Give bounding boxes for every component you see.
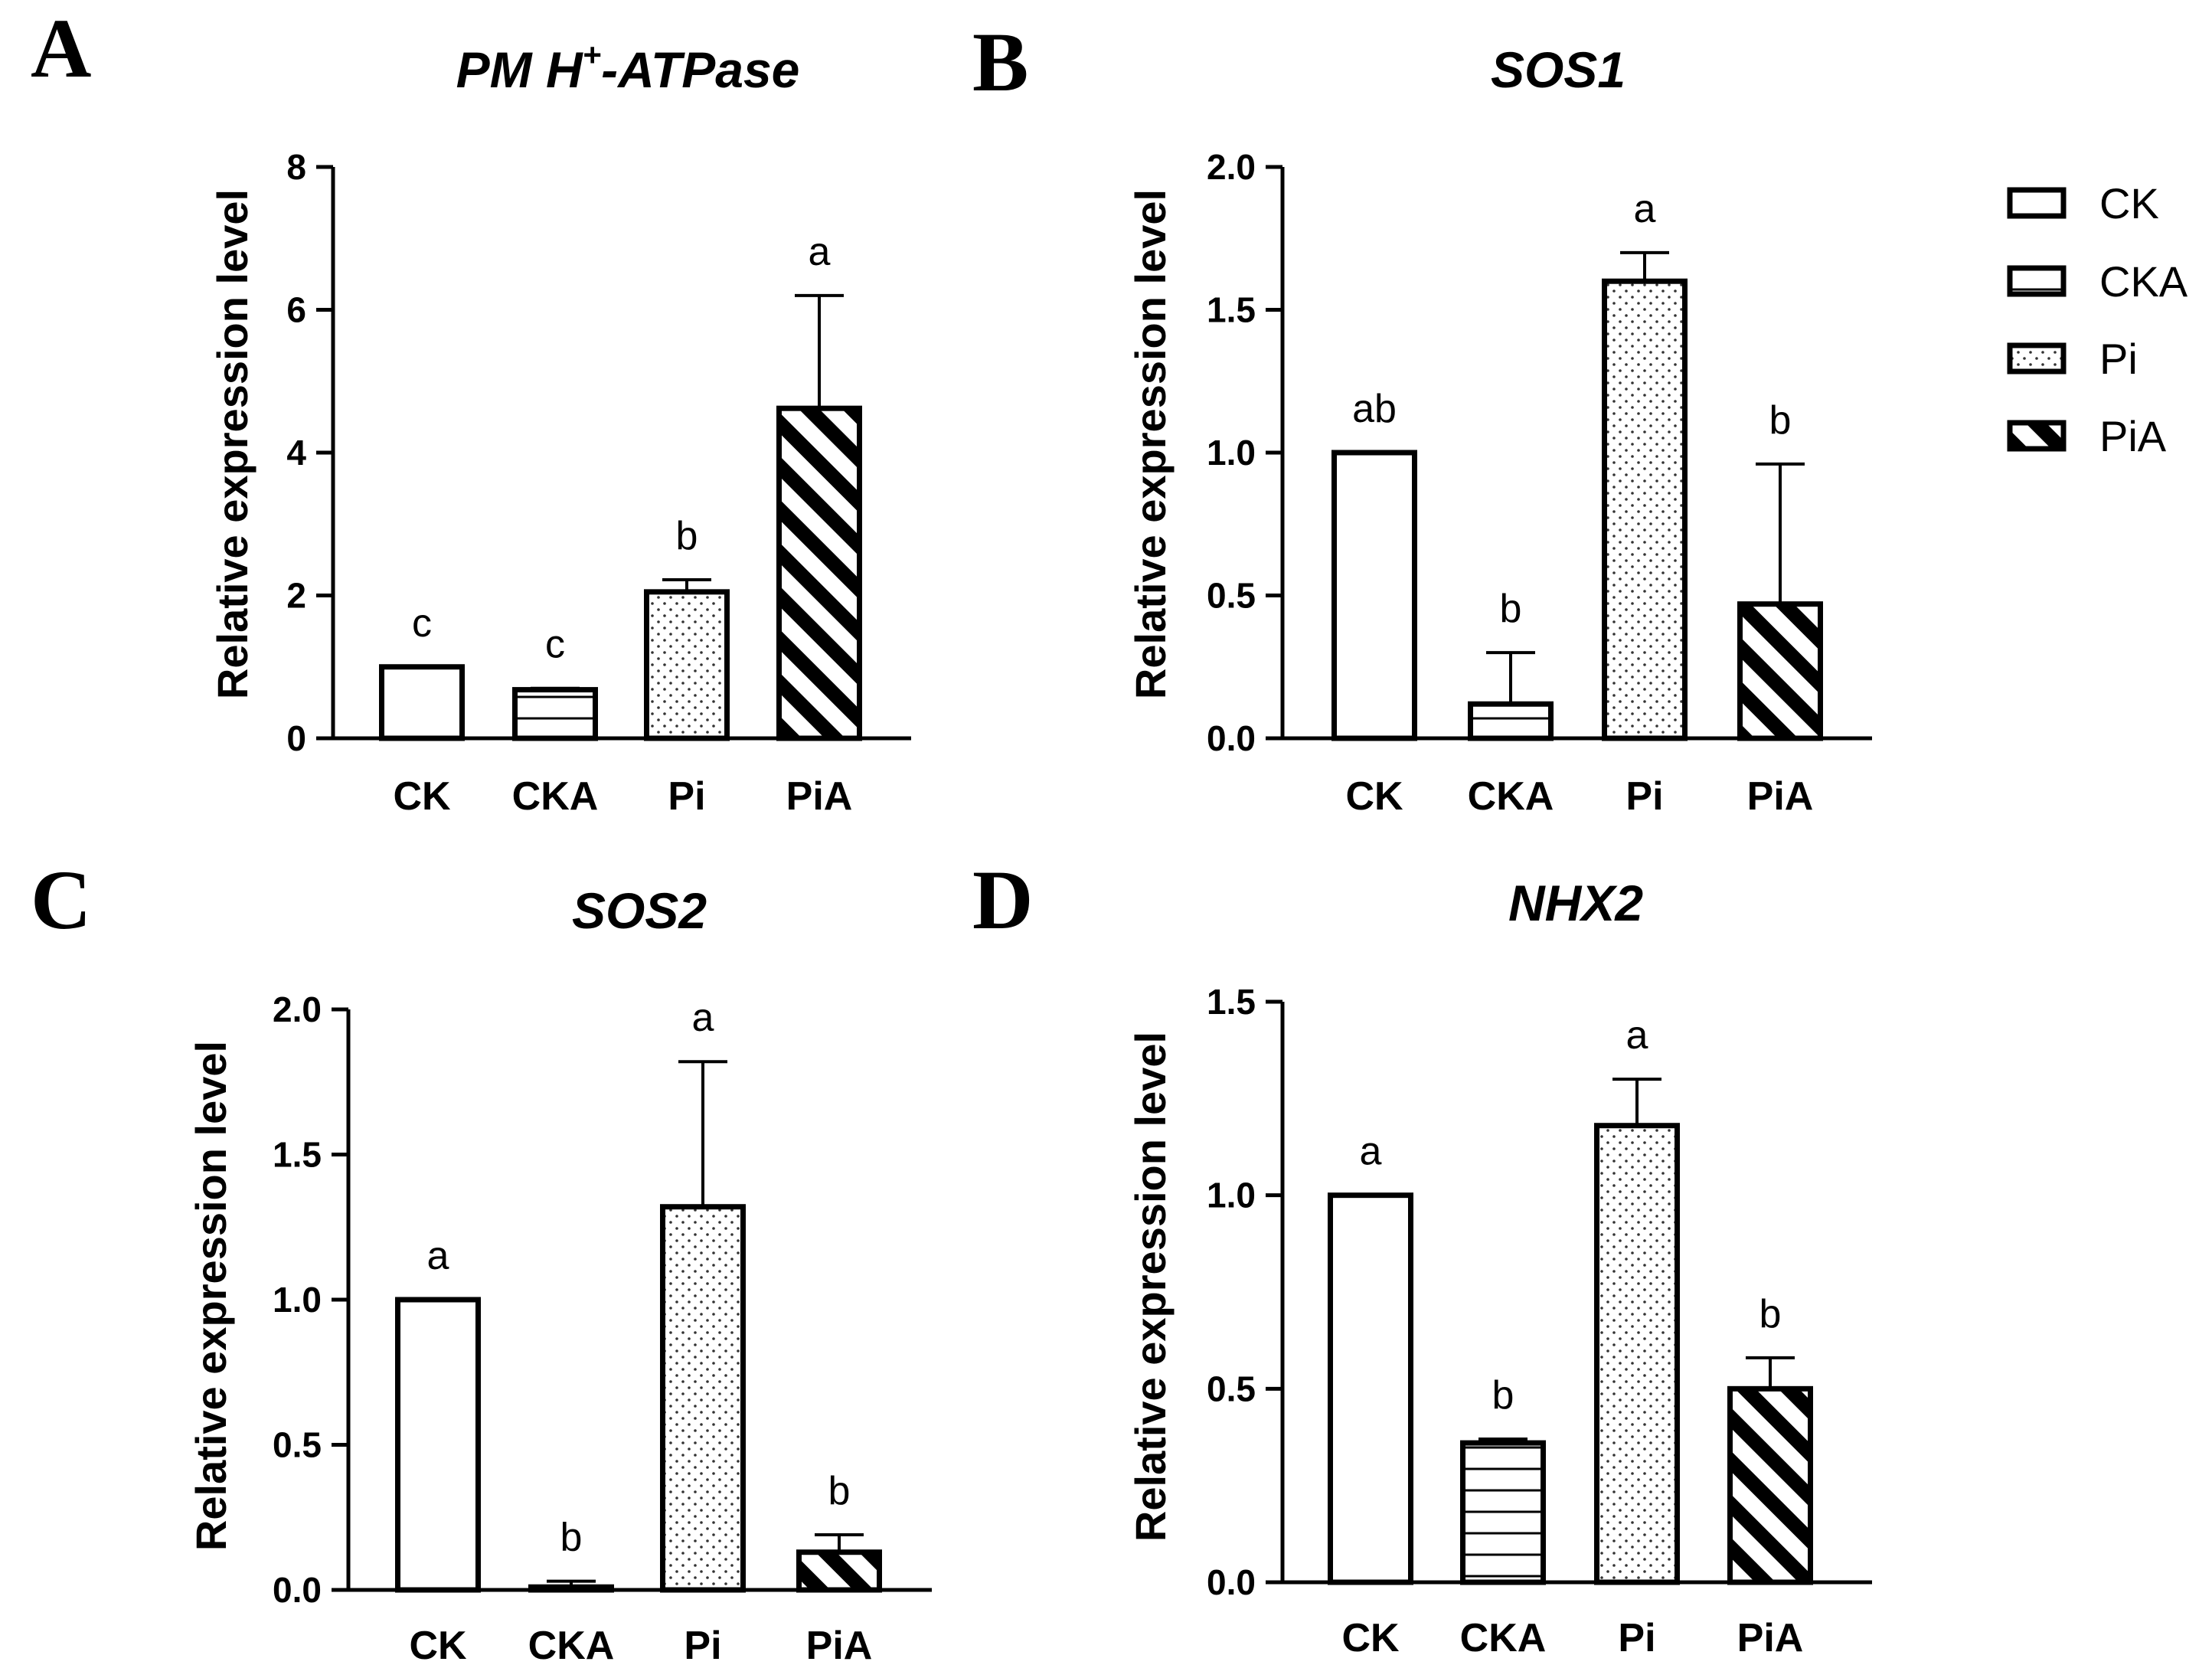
- panel-letter-a: A: [31, 2, 91, 95]
- panel-c-sig-label-ck: a: [427, 1234, 449, 1278]
- panel-b-sig-label-cka: b: [1500, 587, 1522, 631]
- panel-b-bar-pi: [1602, 278, 1688, 741]
- panel-b-sig-label-pi: a: [1634, 187, 1656, 231]
- legend-label-cka: CKA: [2099, 257, 2188, 306]
- panel-c-xtick-pia: PiA: [806, 1624, 873, 1668]
- panel-a-ytick-label: 6: [286, 290, 306, 330]
- panel-b-sig-label-pia: b: [1769, 398, 1792, 443]
- panel-a-bar-cka: [512, 687, 598, 741]
- legend-label-pi: Pi: [2099, 335, 2138, 383]
- panel-a-sig-label-ck: c: [412, 601, 432, 646]
- panel-a-ylabel: Relative expression level: [208, 189, 256, 699]
- chart-panel-c: 0.0 0.5 1.0 1.5 2.0 CK a CKA b Pi a PiA b: [273, 989, 932, 1668]
- panel-d-ylabel: Relative expression level: [1126, 1032, 1175, 1542]
- panel-c-xtick-ck: CK: [409, 1624, 467, 1668]
- panel-c-xtick-cka: CKA: [528, 1624, 615, 1668]
- panel-b-ytick-label: 0.5: [1207, 576, 1256, 616]
- chart-panel-a: 0 2 4 6 8 CK c CKA c Pi b PiA a: [286, 147, 911, 819]
- panel-d-sig-label-pi: a: [1626, 1013, 1648, 1058]
- panel-b-ytick-label: 1.0: [1207, 433, 1256, 473]
- panel-b-ylabel: Relative expression level: [1126, 189, 1175, 699]
- panel-b-xtick-cka: CKA: [1468, 774, 1554, 819]
- panel-letter-d: D: [972, 853, 1033, 947]
- panel-c-ylabel: Relative expression level: [187, 1041, 235, 1551]
- panel-a-sig-label-pia: a: [809, 230, 831, 274]
- panel-a-xtick-pia: PiA: [786, 774, 853, 819]
- panel-d-ytick-label: 0.5: [1207, 1369, 1256, 1408]
- panel-b-bar-cka: [1468, 701, 1554, 741]
- panel-d-ytick-label: 0.0: [1207, 1562, 1256, 1602]
- panel-d-sig-label-pia: b: [1759, 1292, 1782, 1336]
- chart-panel-b: 0.0 0.5 1.0 1.5 2.0 CK ab CKA b Pi a PiA b: [1207, 147, 1872, 819]
- legend-swatch-pia: [2007, 420, 2067, 452]
- panel-d-xtick-cka: CKA: [1460, 1616, 1547, 1660]
- panel-d-title: NHX2: [1508, 875, 1643, 931]
- panel-a-ytick-label: 0: [286, 718, 306, 758]
- panel-c-sig-label-cka: b: [560, 1516, 583, 1560]
- panel-b-ytick-label: 2.0: [1207, 147, 1256, 187]
- legend-item-pia: PiA: [2007, 412, 2167, 460]
- legend-item-cka: CKA: [2007, 257, 2188, 306]
- panel-d-ytick-label: 1.0: [1207, 1176, 1256, 1215]
- panel-c-title: SOS2: [572, 882, 707, 939]
- panel-c-bar-cka: [528, 1584, 614, 1593]
- panel-d-xtick-pi: Pi: [1618, 1616, 1655, 1660]
- panel-a-xtick-cka: CKA: [512, 774, 599, 819]
- legend: CK CKA Pi PiA: [2007, 179, 2188, 460]
- panel-d-bar-pi: [1594, 1123, 1680, 1585]
- panel-d-sig-label-ck: a: [1360, 1130, 1382, 1174]
- panel-c-sig-label-pi: a: [692, 996, 714, 1040]
- legend-swatch-cka: [2007, 265, 2067, 297]
- panel-a-ytick-label: 2: [286, 576, 306, 616]
- panel-b-sig-label-ck: ab: [1352, 387, 1397, 431]
- panel-letter-c: C: [31, 853, 91, 947]
- panel-a-xtick-pi: Pi: [668, 774, 705, 819]
- panel-letter-b: B: [972, 15, 1028, 109]
- panel-a-ytick-label: 8: [286, 147, 306, 187]
- panel-d-bar-pia: [1727, 1385, 1813, 1585]
- legend-item-pi: Pi: [2007, 335, 2138, 383]
- panel-d-bar-cka: [1460, 1440, 1546, 1585]
- panel-d-ytick-label: 1.5: [1207, 982, 1256, 1022]
- panel-a-bar-ck: [379, 664, 465, 741]
- panel-c-sig-label-pia: b: [828, 1469, 851, 1513]
- legend-swatch-pi: [2007, 342, 2067, 375]
- panel-d-bar-ck: [1328, 1192, 1413, 1585]
- panel-c-ytick-label: 1.5: [273, 1135, 322, 1175]
- panel-c-bar-pi: [660, 1204, 746, 1593]
- panel-a-sig-label-pi: b: [676, 514, 698, 558]
- panel-c-bar-pia: [796, 1549, 882, 1593]
- panel-d-xtick-ck: CK: [1341, 1616, 1400, 1660]
- panel-a-bar-pia: [776, 405, 862, 741]
- panel-c-ytick-label: 2.0: [273, 989, 322, 1029]
- panel-a-ytick-label: 4: [286, 433, 306, 473]
- panel-b-ytick-label: 0.0: [1207, 718, 1256, 758]
- panel-b-xtick-pia: PiA: [1747, 774, 1814, 819]
- panel-a-bar-pi: [644, 589, 730, 741]
- panel-b-bar-pia: [1737, 601, 1823, 741]
- panel-c-ytick-label: 0.0: [273, 1570, 322, 1610]
- panel-c-ytick-label: 1.0: [273, 1280, 322, 1320]
- panel-a-sig-label-cka: c: [545, 623, 565, 667]
- panel-b-ytick-label: 1.5: [1207, 290, 1256, 330]
- panel-a-xtick-ck: CK: [393, 774, 451, 819]
- panel-b-title: SOS1: [1491, 41, 1626, 98]
- panel-b-bar-ck: [1331, 450, 1417, 741]
- legend-label-ck: CK: [2099, 179, 2159, 227]
- chart-panel-d: 0.0 0.5 1.0 1.5 CK a CKA b Pi a PiA b: [1207, 982, 1872, 1660]
- panel-b-xtick-ck: CK: [1345, 774, 1403, 819]
- panel-c-ytick-label: 0.5: [273, 1425, 322, 1465]
- legend-swatch-ck: [2007, 187, 2067, 219]
- panel-d-sig-label-cka: b: [1492, 1373, 1514, 1418]
- panel-a-title: PM H+-ATPase: [456, 37, 800, 98]
- panel-d-xtick-pia: PiA: [1737, 1616, 1804, 1660]
- legend-label-pia: PiA: [2099, 412, 2167, 460]
- panel-b-xtick-pi: Pi: [1626, 774, 1663, 819]
- panel-c-bar-ck: [395, 1297, 481, 1593]
- panel-c-xtick-pi: Pi: [684, 1624, 721, 1668]
- legend-item-ck: CK: [2007, 179, 2159, 227]
